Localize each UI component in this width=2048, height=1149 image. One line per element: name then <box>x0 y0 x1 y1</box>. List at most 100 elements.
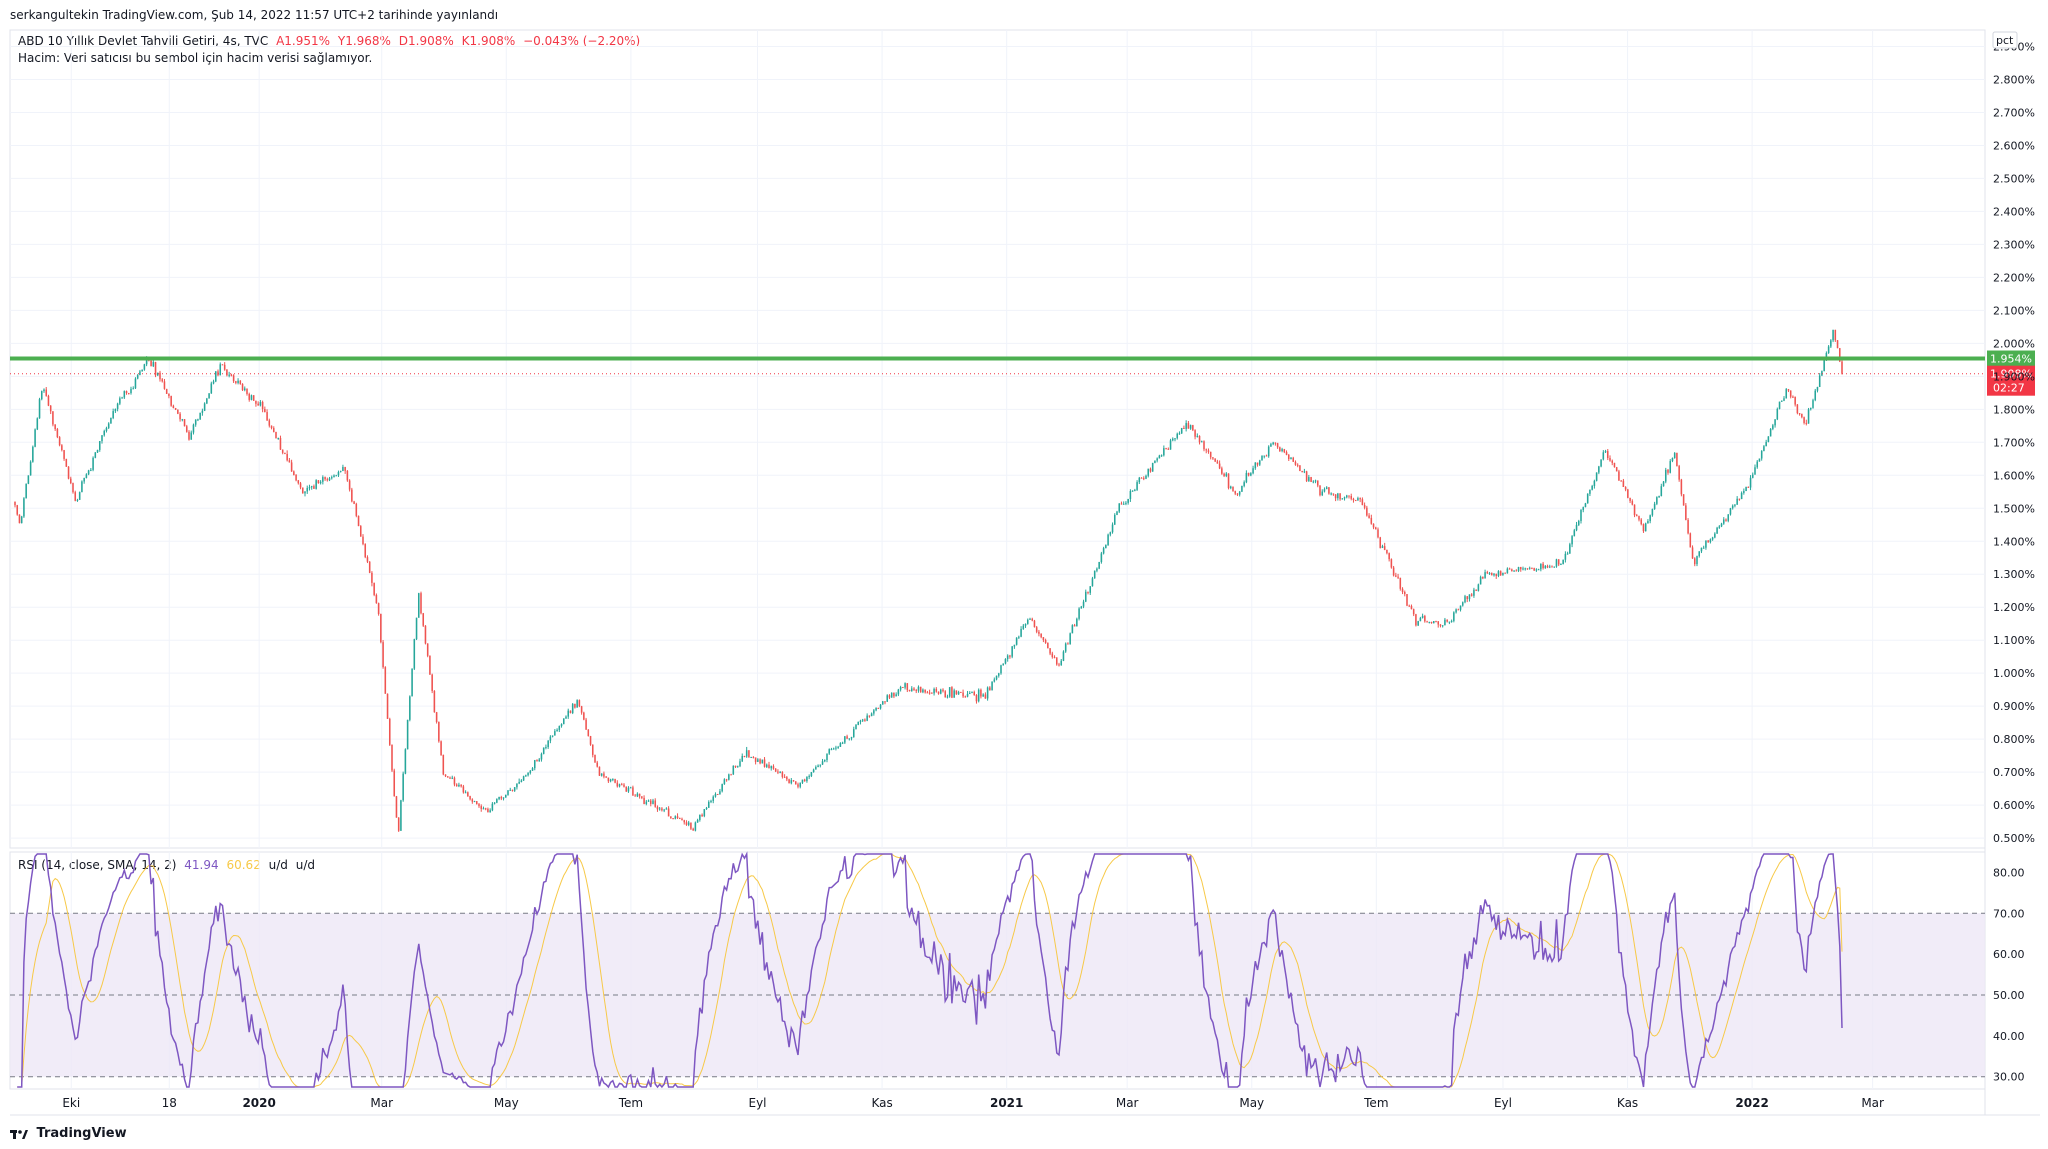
candle-body <box>295 474 297 481</box>
candle <box>127 392 130 395</box>
candle <box>1205 448 1208 454</box>
tradingview-footer[interactable]: TradingView <box>10 1126 127 1141</box>
candle-body <box>460 784 462 787</box>
candle <box>1531 567 1533 570</box>
candle-body <box>748 750 750 758</box>
candle <box>1627 488 1629 499</box>
candle <box>230 373 233 377</box>
candle <box>1673 452 1676 459</box>
candle <box>1604 449 1607 454</box>
candle-body <box>304 491 306 494</box>
candle-body <box>1622 480 1625 487</box>
candle-body <box>545 747 547 749</box>
candle-body <box>1078 608 1080 619</box>
candle <box>1194 429 1196 440</box>
candle-body <box>183 419 186 427</box>
candle-body <box>98 441 101 450</box>
rsi-ud-1: u/d <box>268 858 288 872</box>
candle <box>734 765 737 769</box>
price-tick-label: 1.400% <box>1993 535 2035 548</box>
candle-body <box>1187 423 1190 429</box>
candle-body <box>562 718 565 725</box>
candle <box>210 381 213 394</box>
candle-body <box>777 771 779 773</box>
candle <box>1812 398 1814 409</box>
candle <box>1122 501 1125 505</box>
candle <box>890 692 893 698</box>
candle <box>475 800 478 805</box>
candle <box>1406 593 1408 607</box>
candle-body <box>150 360 152 367</box>
candle-body <box>674 816 677 819</box>
candle-body <box>1076 618 1078 627</box>
candle <box>1296 463 1299 468</box>
candle <box>49 405 52 415</box>
candle-body <box>1544 565 1547 569</box>
candle <box>817 764 819 768</box>
open-value: A1.951% <box>276 34 331 48</box>
candle <box>1281 447 1283 453</box>
candle-body <box>76 499 79 501</box>
candle-body <box>1535 569 1538 571</box>
candle <box>1464 594 1466 604</box>
candle <box>185 424 188 433</box>
candle <box>192 423 195 435</box>
candle <box>1644 522 1647 532</box>
rsi-label[interactable]: RSI (14, close, SMA, 14, 2) <box>18 858 177 872</box>
candle-body <box>1221 468 1223 474</box>
candle <box>1287 453 1290 462</box>
candle <box>1015 637 1018 646</box>
candle <box>1575 521 1578 532</box>
candle-body <box>1602 452 1605 460</box>
candle <box>899 685 902 692</box>
candle-body <box>980 689 982 697</box>
candle-body <box>404 749 407 774</box>
candle <box>1415 613 1417 627</box>
candle-body <box>982 694 984 697</box>
candle-body <box>1774 419 1776 426</box>
candle-body <box>493 802 496 804</box>
candle-body <box>1359 498 1361 500</box>
time-tick-label: Tem <box>1363 1096 1388 1110</box>
candle-body <box>368 561 371 573</box>
candle-body <box>1134 489 1136 491</box>
candle <box>591 744 594 758</box>
candle <box>1243 480 1245 488</box>
candle-body <box>1189 425 1192 429</box>
candle <box>509 787 512 791</box>
candle-body <box>386 693 389 719</box>
candle <box>1698 551 1701 558</box>
candle-body <box>761 759 764 764</box>
candle-body <box>1160 455 1163 457</box>
candle-body <box>317 480 320 484</box>
candle-body <box>310 486 313 488</box>
candle <box>317 480 320 484</box>
candle-body <box>1667 469 1669 473</box>
candle-body <box>1785 389 1788 399</box>
candle-body <box>1218 463 1221 469</box>
candle <box>1595 472 1598 482</box>
candle-body <box>643 797 645 805</box>
candle <box>197 418 199 422</box>
candle-body <box>1087 591 1089 593</box>
time-tick-label: Eyl <box>748 1096 766 1110</box>
candle-body <box>127 392 130 394</box>
candle <box>835 745 837 751</box>
time-tick-label: 18 <box>162 1096 177 1110</box>
candle <box>366 555 369 564</box>
candle-body <box>618 784 621 787</box>
candle-body <box>1020 628 1022 637</box>
candle-body <box>652 800 654 804</box>
candle-body <box>973 691 976 695</box>
candle-body <box>815 766 817 770</box>
rsi-line <box>17 851 1843 1089</box>
candle-body <box>625 786 628 792</box>
candle-body <box>1332 493 1335 495</box>
candle <box>181 418 184 422</box>
candle-body <box>1067 643 1069 645</box>
candle <box>1290 457 1292 460</box>
candle-body <box>560 724 563 727</box>
candle-body <box>866 715 868 721</box>
symbol-name[interactable]: ABD 10 Yıllık Devlet Tahvili Getiri, 4s,… <box>18 34 269 48</box>
